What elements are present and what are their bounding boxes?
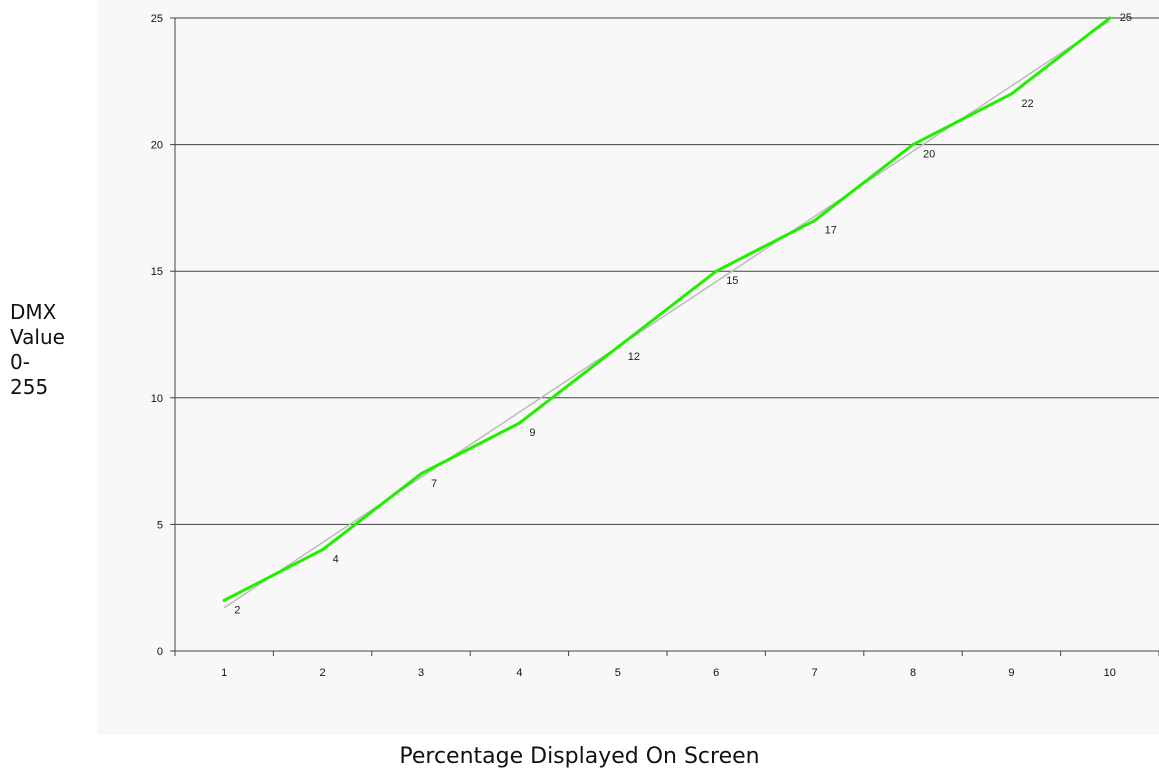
- data-label: 12: [628, 351, 640, 363]
- data-label: 7: [431, 478, 437, 490]
- data-point: [517, 421, 521, 425]
- y-tick-label: 5: [157, 519, 163, 531]
- series-line: [222, 16, 1112, 602]
- y-axis-label: DMX Value 0- 255: [10, 300, 80, 400]
- data-point: [813, 219, 817, 223]
- data-point: [911, 143, 915, 147]
- data-label: 22: [1021, 98, 1033, 110]
- data-point: [321, 548, 325, 552]
- y-axis-label-line: 255: [10, 375, 49, 399]
- data-point: [419, 472, 423, 476]
- data-label: 20: [923, 149, 935, 161]
- y-axis-label-line: Value: [10, 325, 65, 349]
- y-tick-label: 0: [157, 646, 163, 658]
- y-tick-label: 10: [151, 393, 163, 405]
- x-tick-label: 5: [615, 667, 621, 679]
- y-axis-label-line: 0-: [10, 350, 30, 374]
- data-label: 4: [333, 554, 339, 566]
- data-label: 2: [234, 604, 240, 616]
- data-label: 25: [1120, 12, 1132, 24]
- data-series: [222, 16, 1112, 602]
- y-axis-label-line: DMX: [10, 300, 57, 324]
- gridlines: [175, 17, 1159, 525]
- trendline-segment: [223, 20, 1111, 609]
- x-tick-label: 6: [713, 667, 719, 679]
- data-point: [714, 269, 718, 273]
- data-label: 17: [825, 225, 837, 237]
- x-tick-label: 4: [516, 667, 522, 679]
- x-tick-label: 8: [910, 667, 916, 679]
- plot-background: [97, 0, 1159, 735]
- data-point: [616, 345, 620, 349]
- y-tick-label: 25: [151, 13, 163, 25]
- data-point: [222, 598, 226, 602]
- x-tick-label: 10: [1104, 667, 1116, 679]
- data-point: [1108, 16, 1112, 20]
- y-tick-label: 15: [151, 266, 163, 278]
- data-label: 15: [726, 275, 738, 287]
- x-axis-label: Percentage Displayed On Screen: [399, 744, 760, 769]
- y-tick-label: 20: [151, 140, 163, 152]
- trendline: [223, 20, 1111, 609]
- x-tick-label: 2: [320, 667, 326, 679]
- x-tick-label: 7: [812, 667, 818, 679]
- data-labels: 2 4 7 9 12 15 17 20 22 25: [234, 12, 1132, 616]
- data-label: 9: [529, 427, 535, 439]
- data-point: [1009, 92, 1013, 96]
- x-tick-label: 3: [418, 667, 424, 679]
- x-tick-label: 9: [1008, 667, 1014, 679]
- x-tick-label: 1: [221, 667, 227, 679]
